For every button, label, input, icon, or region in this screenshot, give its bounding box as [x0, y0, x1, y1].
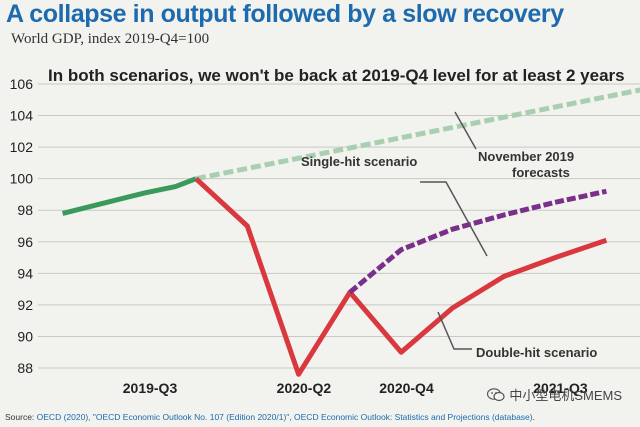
- annotation-label: Single-hit scenario: [301, 154, 417, 169]
- chart-title: A collapse in output followed by a slow …: [6, 0, 564, 28]
- y-axis-ticks: 88 90 92 94 96 98 100 102 104 106: [10, 76, 34, 376]
- x-tick-label: 2019-Q3: [123, 380, 178, 396]
- wechat-icon: [487, 387, 505, 402]
- y-tick-label: 104: [10, 108, 34, 124]
- y-tick-label: 92: [17, 297, 33, 313]
- y-tick-label: 96: [17, 234, 33, 250]
- source-link[interactable]: OECD (2020), "OECD Economic Outlook No. …: [36, 412, 533, 422]
- x-axis-ticks: 2019-Q3 2020-Q2 2020-Q4 2021-Q3: [123, 380, 588, 396]
- leader-november-2019: [454, 111, 477, 150]
- x-tick-label: 2020-Q4: [379, 380, 434, 396]
- series-line-single-hit-scenario: [348, 188, 607, 295]
- leader-single-hit: [420, 181, 488, 257]
- grid-lines: [38, 83, 640, 369]
- annotation-label: forecasts: [512, 165, 570, 180]
- y-tick-label: 102: [10, 139, 34, 155]
- y-tick-label: 106: [10, 76, 34, 92]
- source-prefix: Source:: [5, 412, 37, 422]
- y-tick-label: 90: [17, 328, 33, 344]
- series-line-historical: [61, 176, 197, 216]
- annotation-leaders: [420, 111, 488, 350]
- annotation-label: November 2019: [478, 149, 574, 164]
- y-tick-label: 94: [17, 265, 33, 281]
- annotations: Single-hit scenario November 2019forecast…: [301, 149, 597, 360]
- annotation-label: Double-hit scenario: [476, 345, 597, 360]
- series-lines: [61, 87, 640, 377]
- source-suffix: .: [532, 412, 535, 422]
- footer: [0, 404, 640, 427]
- chart-headline: In both scenarios, we won't be back at 2…: [48, 66, 625, 85]
- x-tick-label: 2021-Q3: [533, 380, 588, 396]
- chart-subtitle: World GDP, index 2019-Q4=100: [11, 31, 210, 47]
- watermark: 中小型电机SMEMS: [487, 385, 622, 404]
- y-tick-label: 88: [17, 360, 33, 376]
- leader-double-hit: [437, 311, 472, 350]
- series-line-double-hit-scenario: [194, 176, 608, 377]
- watermark-text: 中小型电机SMEMS: [509, 388, 622, 403]
- x-tick-label: 2020-Q2: [277, 380, 332, 396]
- series-line-november-2019-forecasts: [195, 87, 640, 182]
- y-tick-label: 98: [17, 202, 33, 218]
- source-note: Source: OECD (2020), "OECD Economic Outl…: [5, 412, 535, 422]
- y-tick-label: 100: [10, 171, 34, 187]
